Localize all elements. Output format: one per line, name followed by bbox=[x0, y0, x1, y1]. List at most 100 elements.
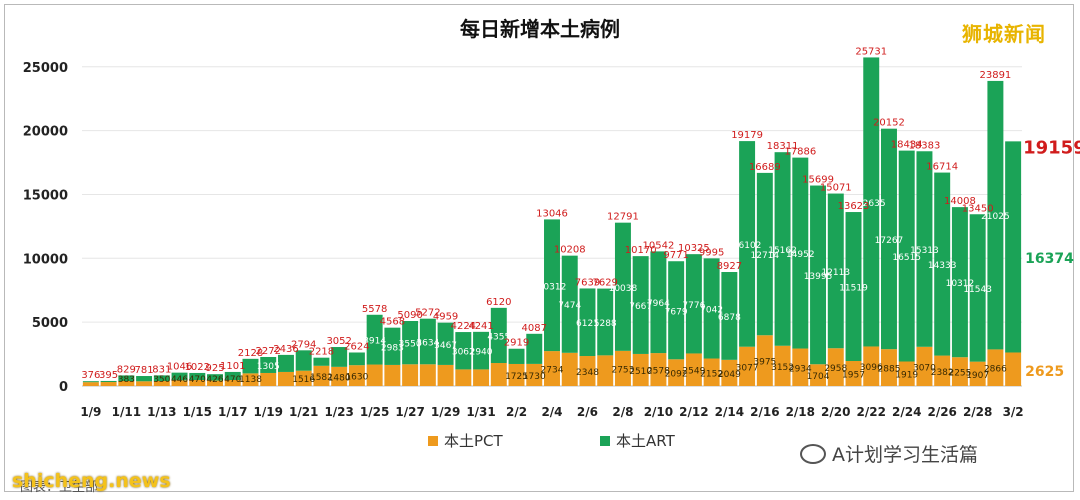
x-tick-label: 1/23 bbox=[324, 405, 353, 419]
bar-pct bbox=[313, 365, 330, 386]
total-value-label: 781 bbox=[135, 365, 154, 376]
bar-pct bbox=[898, 361, 915, 386]
art-value-label: 6878 bbox=[718, 313, 741, 323]
bar-pct bbox=[756, 335, 773, 386]
art-value-label: 2940 bbox=[470, 348, 493, 358]
bar-art bbox=[207, 374, 223, 381]
art-value-label: 14952 bbox=[786, 250, 815, 260]
bars bbox=[82, 57, 1022, 386]
bar-art bbox=[810, 185, 827, 365]
total-value-label: 12791 bbox=[607, 212, 639, 223]
pct-value-label: 1630 bbox=[345, 373, 368, 383]
total-value-label: 2624 bbox=[344, 341, 369, 352]
total-value-label: 13450 bbox=[962, 203, 994, 214]
total-value-label: 4959 bbox=[433, 312, 458, 323]
pct-value-label: 383 bbox=[118, 375, 135, 385]
bar-pct bbox=[136, 381, 153, 386]
bar-pct bbox=[774, 345, 791, 386]
pct-value-label: 2255 bbox=[948, 369, 971, 379]
total-value-label: 5090 bbox=[397, 310, 422, 321]
last-day-highlight: 19159 16374 2625 bbox=[1023, 137, 1080, 380]
bar-pct bbox=[881, 349, 897, 386]
bar-art bbox=[881, 128, 897, 350]
total-value-label: 10325 bbox=[678, 243, 710, 254]
total-value-label: 829 bbox=[117, 364, 136, 375]
x-tick-label: 1/9 bbox=[80, 405, 101, 419]
bar-art bbox=[437, 322, 454, 365]
pct-value-label: 2934 bbox=[789, 364, 812, 374]
art-value-label: 3467 bbox=[434, 341, 457, 351]
art-value-label: 11543 bbox=[963, 285, 992, 295]
bar-pct bbox=[295, 370, 312, 386]
bar-art bbox=[774, 152, 791, 346]
pct-value-label: 2049 bbox=[718, 370, 741, 380]
bar-pct bbox=[490, 363, 507, 386]
total-value-label: 18383 bbox=[909, 140, 941, 151]
wechat-account: A计划学习生活篇 bbox=[832, 444, 978, 466]
bar-pct bbox=[277, 371, 294, 386]
total-value-label: 9995 bbox=[699, 247, 724, 258]
total-value-label: 19179 bbox=[731, 130, 763, 141]
bar-art bbox=[951, 207, 968, 358]
bar-pct bbox=[1005, 352, 1022, 386]
art-value-label: 17267 bbox=[875, 236, 904, 246]
bar-art bbox=[313, 357, 330, 366]
segment-labels: 383 350 446 470 426 4701138130515161582148016… bbox=[118, 199, 1010, 385]
pct-value-label: 2549 bbox=[682, 367, 705, 377]
art-value-label: 2983 bbox=[381, 343, 404, 353]
x-axis: 1/9 1/11 1/13 1/15 1/17 1/19 1/21 1/23 1/25 1/27 1… bbox=[80, 405, 1023, 419]
bar-pct bbox=[916, 346, 933, 386]
bar-art bbox=[579, 288, 596, 357]
bar-art bbox=[348, 352, 365, 366]
bar-pct bbox=[171, 380, 188, 386]
bar-pct bbox=[792, 348, 809, 386]
pct-value-label: 1516 bbox=[292, 375, 315, 385]
bar-art bbox=[1005, 141, 1022, 353]
total-value-label: 23891 bbox=[979, 70, 1011, 81]
pct-value-label: 1907 bbox=[966, 371, 989, 381]
bar-art bbox=[384, 327, 401, 365]
bar-pct bbox=[118, 381, 135, 386]
art-value-label: 15162 bbox=[768, 246, 797, 256]
art-value-label: 13995 bbox=[804, 272, 833, 282]
x-tick-label: 1/31 bbox=[466, 405, 495, 419]
total-value-label: 2128 bbox=[238, 348, 263, 359]
art-value-label: 7667 bbox=[629, 302, 652, 312]
pct-value-label: 446 bbox=[171, 375, 188, 385]
x-tick-label: 1/15 bbox=[183, 405, 212, 419]
total-value-label: 2794 bbox=[291, 339, 316, 350]
bar-art bbox=[242, 358, 259, 374]
pct-value-label: 2382 bbox=[931, 368, 954, 378]
total-value-label: 18311 bbox=[767, 141, 799, 152]
art-value-label: 14333 bbox=[928, 261, 957, 271]
pct-value-label: 2866 bbox=[984, 365, 1007, 375]
bar-pct bbox=[845, 361, 862, 386]
bar-pct bbox=[863, 346, 880, 386]
total-value-label: 15699 bbox=[802, 175, 834, 186]
bar-art bbox=[597, 288, 614, 356]
bar-pct bbox=[987, 349, 1004, 386]
x-tick-label: 2/12 bbox=[679, 405, 708, 419]
total-value-label: 5272 bbox=[415, 308, 440, 319]
x-tick-label: 1/17 bbox=[218, 405, 247, 419]
pct-value-label: 2734 bbox=[541, 366, 564, 376]
bar-pct bbox=[810, 364, 827, 386]
watermark-bottom: shicheng.news bbox=[12, 470, 171, 492]
bar-pct bbox=[632, 353, 649, 386]
pct-value-label: 3077 bbox=[736, 363, 759, 373]
pct-value-label: 2510 bbox=[629, 367, 652, 377]
bar-art bbox=[916, 151, 933, 347]
total-value-label: 1101 bbox=[220, 361, 245, 372]
x-tick-label: 1/13 bbox=[147, 405, 176, 419]
x-tick-label: 2/22 bbox=[857, 405, 886, 419]
bar-pct bbox=[508, 363, 525, 386]
bar-art bbox=[969, 214, 986, 362]
legend-label-pct: 本土PCT bbox=[444, 432, 503, 450]
pct-value-label: 350 bbox=[153, 375, 170, 385]
total-value-label: 9771 bbox=[663, 250, 688, 261]
bar-pct bbox=[437, 364, 454, 386]
legend-item-pct: 本土PCT bbox=[428, 430, 503, 451]
bar-art bbox=[526, 333, 543, 364]
art-value-label: 21025 bbox=[981, 212, 1010, 222]
